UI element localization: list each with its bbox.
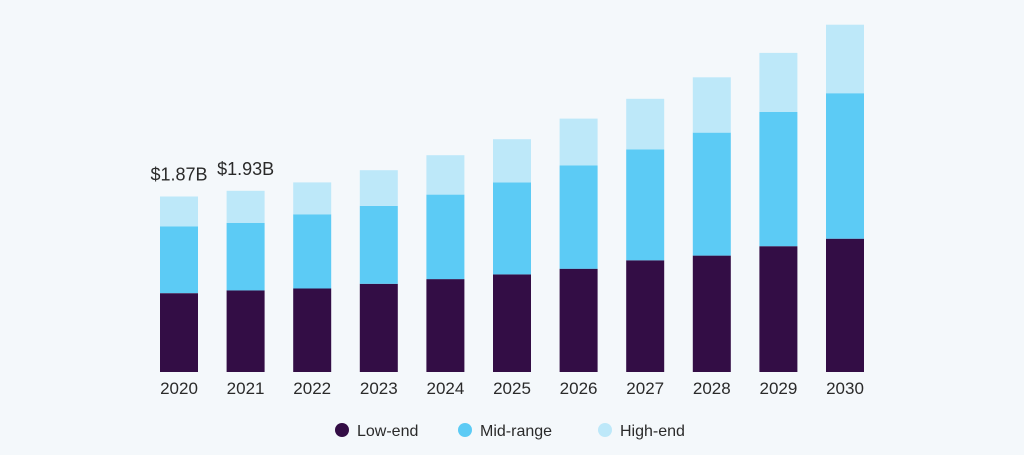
bar-mid-range-2030: [826, 93, 864, 239]
x-tick-label: 2024: [426, 379, 464, 398]
bar-mid-range-2027: [626, 149, 665, 261]
bar-mid-range-2025: [493, 182, 531, 275]
bar-high-end-2023: [359, 170, 398, 206]
x-tick-label: 2025: [493, 379, 531, 398]
bar-mid-range-2020: [160, 226, 198, 294]
legend: Low-end Mid-range High-end: [335, 423, 685, 440]
legend-label-mid-range: Mid-range: [480, 423, 552, 440]
bar-high-end-2028: [692, 77, 731, 133]
bar-mid-range-2022: [293, 214, 332, 289]
x-tick-label: 2030: [826, 379, 864, 398]
x-tick-label: 2022: [293, 379, 331, 398]
bar-mid-range-2028: [692, 132, 731, 256]
legend-swatch-high-end: [598, 423, 612, 437]
bar-high-end-2029: [759, 52, 798, 112]
bar-mid-range-2029: [759, 112, 798, 247]
bar-high-end-2026: [559, 118, 598, 166]
legend-swatch-mid-range: [458, 423, 472, 437]
bar-low-end-2030: [826, 238, 864, 372]
x-tick-label: 2020: [160, 379, 198, 398]
bar-low-end-2024: [426, 279, 465, 372]
bar-mid-range-2026: [559, 165, 598, 269]
bar-low-end-2028: [692, 255, 731, 372]
x-tick-label: 2027: [626, 379, 664, 398]
bar-mid-range-2023: [359, 205, 398, 284]
bar-low-end-2020: [160, 293, 198, 372]
bar-high-end-2024: [426, 155, 465, 195]
bar-high-end-2030: [826, 24, 864, 94]
bars-group: [160, 24, 864, 372]
x-tick-label: 2028: [693, 379, 731, 398]
legend-label-low-end: Low-end: [357, 423, 418, 440]
bar-low-end-2029: [759, 246, 798, 372]
x-tick-label: 2023: [360, 379, 398, 398]
bar-low-end-2023: [359, 283, 398, 372]
bar-high-end-2022: [293, 182, 332, 215]
bar-low-end-2026: [559, 268, 598, 372]
x-tick-label: 2021: [227, 379, 265, 398]
data-labels: $1.87B $1.93B: [150, 159, 274, 185]
bar-low-end-2027: [626, 260, 665, 372]
bar-mid-range-2021: [226, 222, 265, 291]
x-tick-label: 2026: [560, 379, 598, 398]
bar-low-end-2025: [493, 274, 531, 372]
legend-swatch-low-end: [335, 423, 349, 437]
bar-high-end-2021: [226, 190, 265, 223]
bar-high-end-2020: [160, 196, 198, 227]
bar-high-end-2027: [626, 98, 665, 150]
bar-high-end-2025: [493, 139, 531, 183]
bar-low-end-2022: [293, 288, 332, 372]
data-label-2021: $1.93B: [217, 159, 274, 179]
bar-low-end-2021: [226, 290, 265, 372]
x-axis-ticks: 2020 2021 2022 2023 2024 2025 2026 2027 2028 2029…: [160, 379, 864, 398]
legend-label-high-end: High-end: [620, 423, 685, 440]
bar-mid-range-2024: [426, 194, 465, 280]
x-tick-label: 2029: [759, 379, 797, 398]
data-label-2020: $1.87B: [150, 165, 207, 185]
